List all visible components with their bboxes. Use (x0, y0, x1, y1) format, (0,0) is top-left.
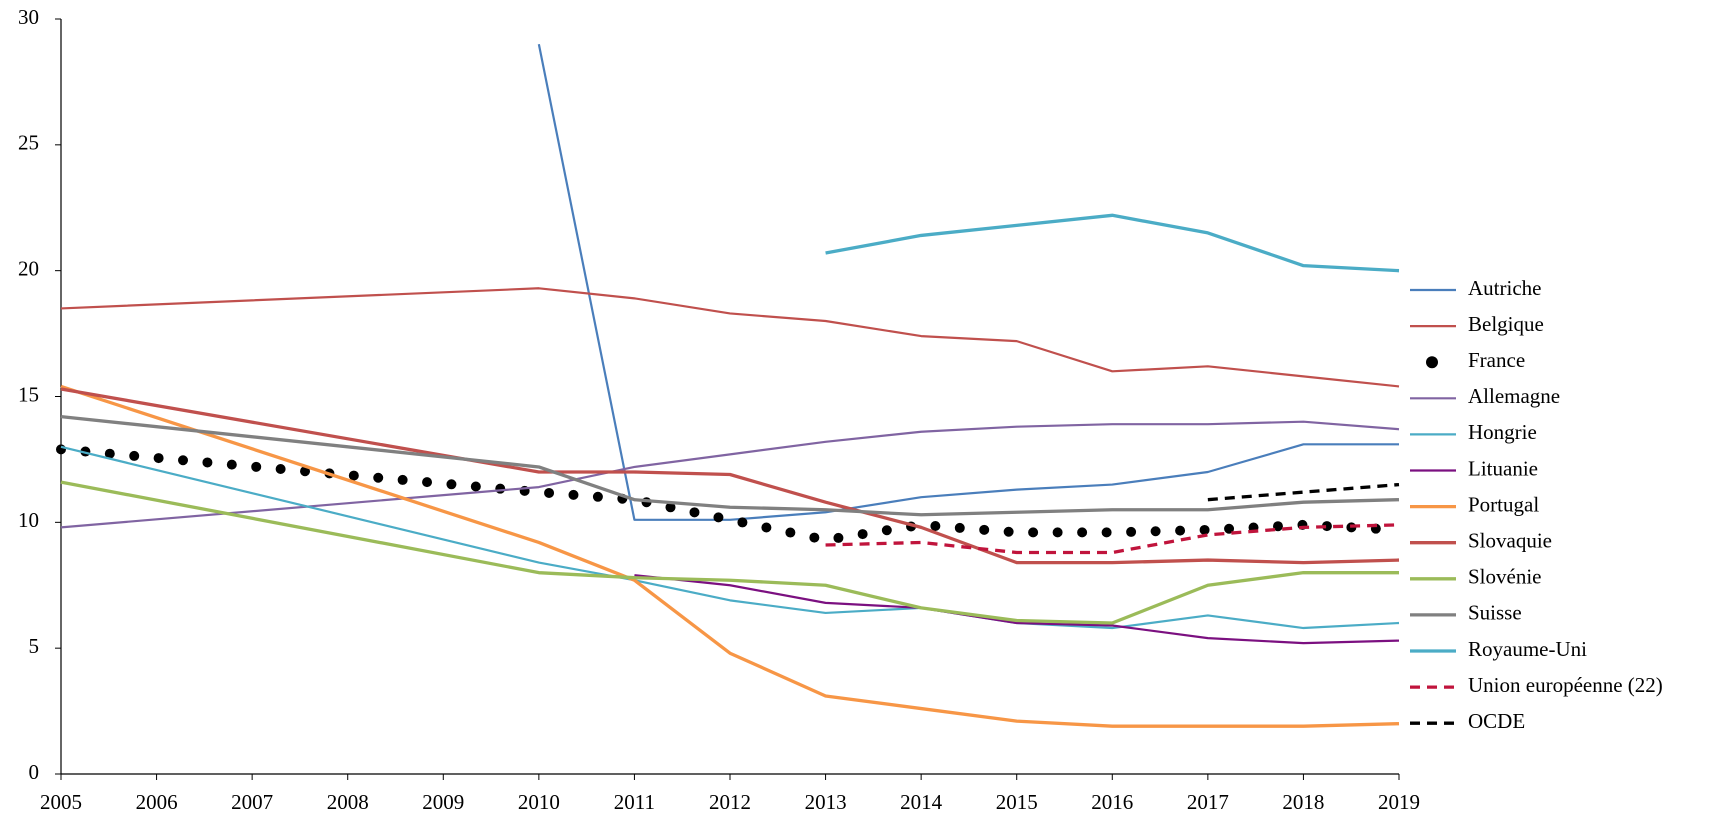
x-tick-label: 2012 (709, 790, 751, 814)
x-tick-label: 2008 (327, 790, 369, 814)
series-line (634, 574, 1400, 645)
legend-label: Allemagne (1468, 384, 1560, 408)
series-line (825, 213, 1400, 273)
y-tick-label: 5 (29, 634, 40, 658)
legend-label: Royaume-Uni (1468, 637, 1587, 661)
x-tick-label: 2015 (996, 790, 1038, 814)
x-tick-label: 2010 (518, 790, 560, 814)
y-tick-label: 30 (18, 5, 39, 29)
y-tick-label: 10 (18, 508, 39, 532)
x-tick-label: 2007 (231, 790, 273, 814)
series-line (537, 43, 1399, 521)
legend-label: Slovaquie (1468, 529, 1552, 553)
series-line (1207, 482, 1400, 502)
y-tick-label: 20 (18, 256, 39, 280)
x-tick-label: 2017 (1187, 790, 1229, 814)
series-line (60, 387, 1400, 565)
legend-label: Belgique (1468, 312, 1544, 336)
legend-label: Portugal (1468, 492, 1539, 516)
x-tick-label: 2014 (900, 790, 943, 814)
x-tick-label: 2006 (136, 790, 178, 814)
legend-label: France (1468, 348, 1525, 372)
series-line (60, 480, 1399, 625)
series-line (60, 420, 1400, 529)
y-tick-label: 15 (18, 382, 39, 406)
series-line (825, 523, 1400, 555)
x-tick-label: 2009 (422, 790, 464, 814)
x-tick-label: 2019 (1378, 790, 1420, 814)
x-tick-label: 2013 (805, 790, 847, 814)
legend-label: Lituanie (1468, 456, 1538, 480)
x-tick-label: 2005 (40, 790, 82, 814)
x-tick-label: 2011 (614, 790, 655, 814)
legend-label: Slovénie (1468, 565, 1542, 589)
y-tick-label: 0 (29, 760, 40, 784)
legend-label: Hongrie (1468, 420, 1537, 444)
x-tick-label: 2018 (1282, 790, 1324, 814)
series-line (60, 414, 1400, 517)
series-line (56, 444, 1404, 545)
legend-label: Suisse (1468, 601, 1522, 625)
legend-label: OCDE (1468, 709, 1525, 733)
legend-label: Autriche (1468, 276, 1541, 300)
legend-label: Union européenne (22) (1468, 673, 1663, 697)
x-tick-label: 2016 (1091, 790, 1133, 814)
legend-marker (1426, 356, 1438, 369)
series-line (60, 287, 1400, 388)
series-line (60, 384, 1400, 728)
y-tick-label: 25 (18, 131, 39, 155)
